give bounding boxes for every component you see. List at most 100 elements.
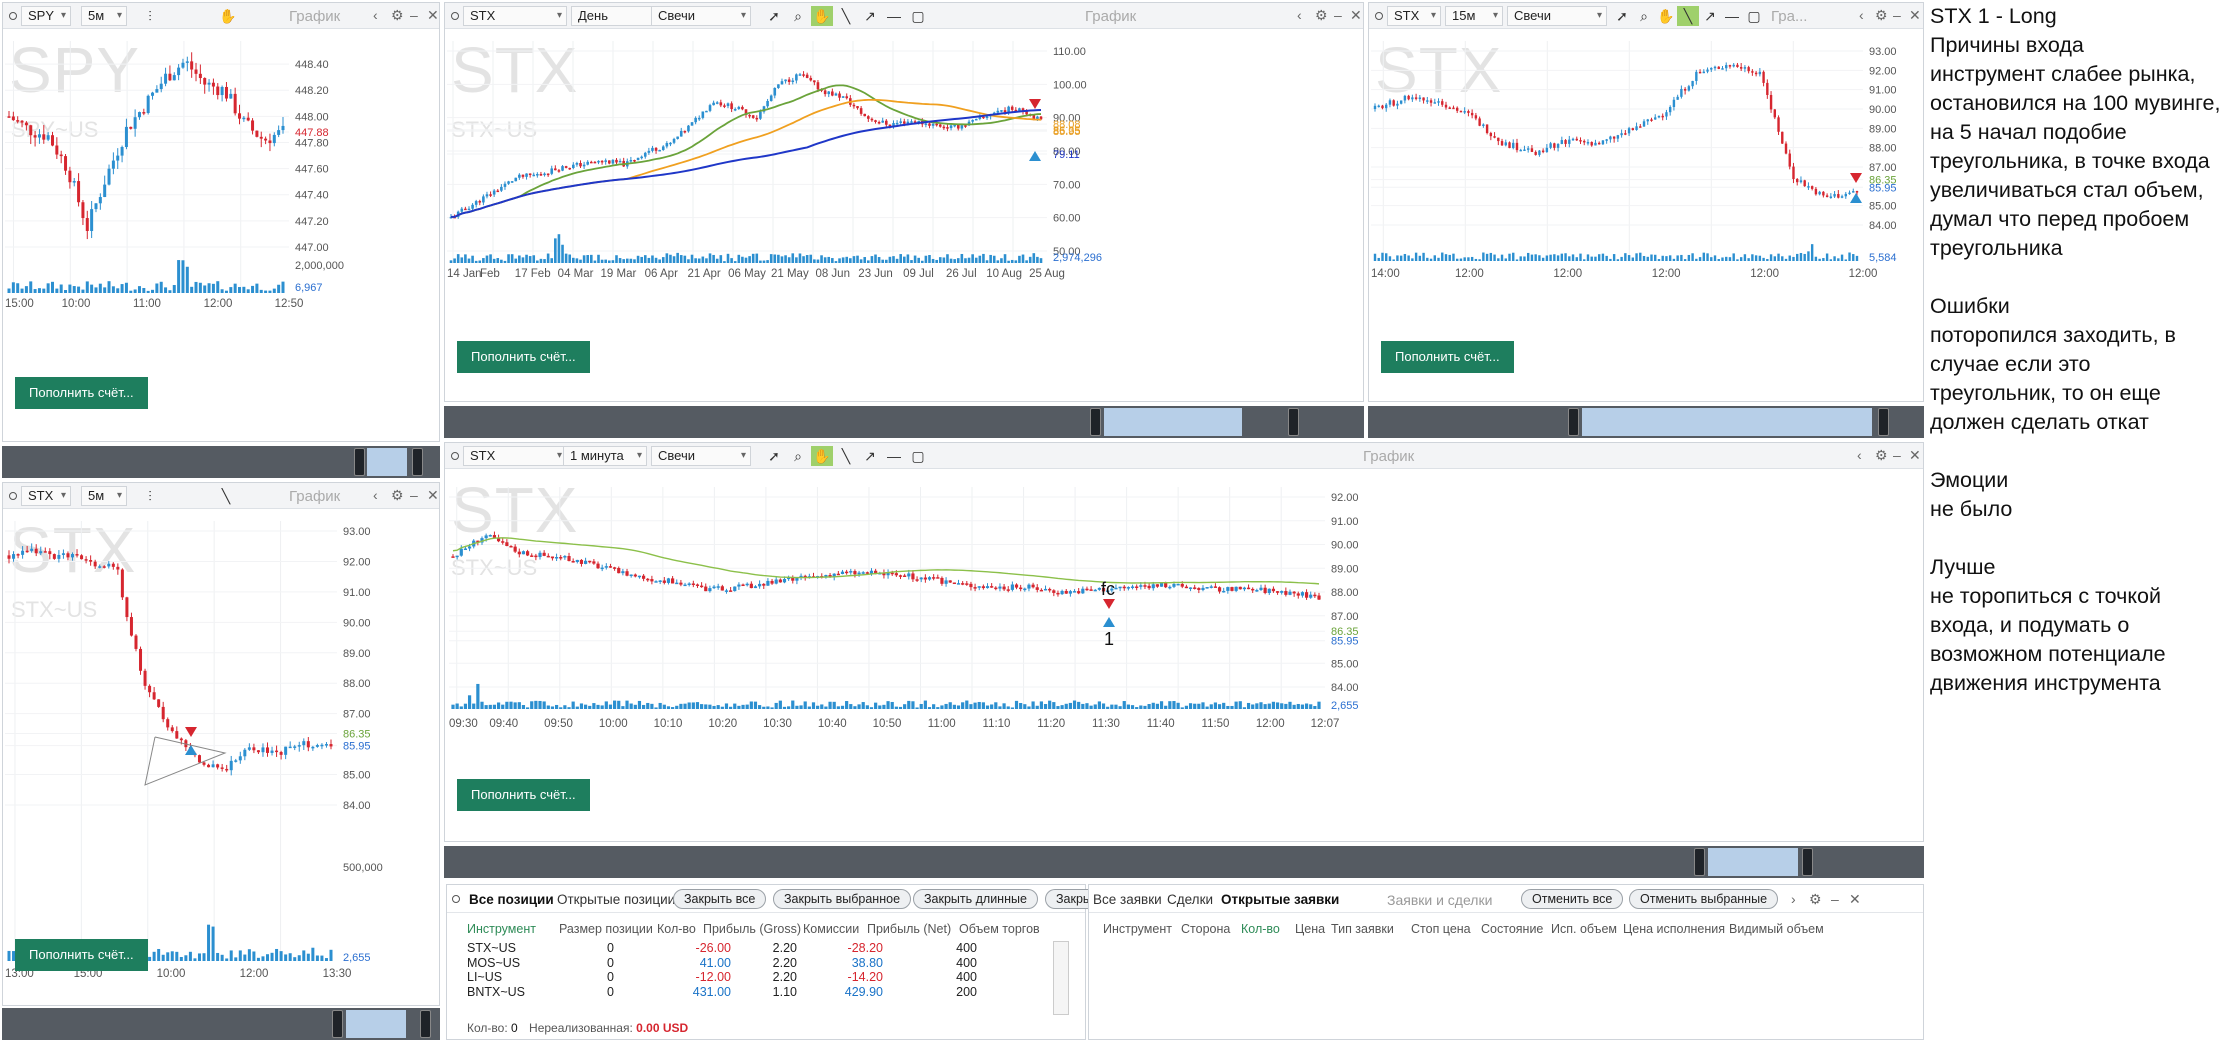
cursor-icon[interactable]: ➚ [768,448,780,464]
prev-icon[interactable]: ‹ [373,7,378,23]
tab-all-orders[interactable]: Все заявки [1093,892,1162,907]
close-icon[interactable]: ✕ [427,7,439,23]
prev-icon[interactable]: › [1791,891,1796,907]
settings-icon[interactable]: ⚙ [1875,447,1888,463]
table-row[interactable]: BNTX~US 0 431.00 1.10 429.90 200 [447,985,1047,1005]
close-icon[interactable]: ✕ [1909,7,1921,23]
close-icon[interactable]: ✕ [1350,7,1362,23]
settings-icon[interactable]: ⚙ [391,487,404,503]
hand-icon[interactable]: ✋ [811,446,833,466]
interval-select[interactable]: 5м [81,486,127,506]
hline-icon[interactable]: — [887,448,901,464]
hand-icon[interactable]: ✋ [1657,8,1675,24]
col-filled-volume[interactable]: Исп. объем [1551,922,1618,936]
table-row[interactable]: LI~US 0 -12.00 2.20 -14.20 400 [447,970,1047,990]
link-dot-icon[interactable] [9,12,17,20]
hline-icon[interactable]: — [1725,8,1739,24]
chart-panel-stx-daily[interactable]: STX День Свечи ➚ ⌕ ✋ ╲ ↗ — ▢ График ‹ ⚙ … [444,2,1364,402]
fund-account-button[interactable]: Пополнить счёт... [457,779,590,811]
link-dot-icon[interactable] [452,895,460,903]
symbol-select[interactable]: STX [463,446,567,466]
link-dot-icon[interactable] [9,492,17,500]
prev-icon[interactable]: ‹ [1297,7,1302,23]
cancel-selected-button[interactable]: Отменить выбранные [1629,889,1779,909]
scroll-handle-right[interactable] [412,448,423,476]
chart-type-select[interactable]: Свечи [651,446,751,466]
stx-daily-scrollbar[interactable] [444,406,1364,438]
tab-open-positions[interactable]: Открытые позиции [557,892,676,907]
chart-type-select[interactable]: Свечи [651,6,751,26]
scroll-handle-left[interactable] [1694,848,1705,876]
table-row[interactable]: MOS~US 0 41.00 2.20 38.80 400 [447,956,1047,976]
settings-icon[interactable]: ⚙ [391,7,404,23]
zoom-icon[interactable]: ⌕ [794,448,802,464]
hand-icon[interactable]: ✋ [219,8,237,24]
col-state[interactable]: Состояние [1481,922,1544,936]
spy-scrollbar[interactable] [2,446,440,478]
hand-icon[interactable]: ✋ [811,6,833,26]
symbol-select[interactable]: STX [463,6,567,26]
arrow-icon[interactable]: ↗ [864,448,876,464]
zoom-icon[interactable]: ⌕ [1640,8,1648,24]
rect-icon[interactable]: ▢ [911,448,925,464]
trendline-icon[interactable]: ╲ [1677,6,1699,26]
table-row[interactable]: STX~US 0 -26.00 2.20 -28.20 400 [447,941,1047,961]
chart-panel-stx-1m[interactable]: STX 1 минута Свечи ➚ ⌕ ✋ ╲ ↗ — ▢ График … [444,442,1924,842]
fund-account-button[interactable]: Пополнить счёт... [457,341,590,373]
col-side[interactable]: Сторона [1181,922,1231,936]
col-qty[interactable]: Кол-во [1241,922,1280,936]
candles-icon[interactable]: ⫶ [148,488,152,504]
scroll-handle-right[interactable] [420,1010,431,1038]
tab-trades[interactable]: Сделки [1167,892,1214,907]
trendline-icon[interactable]: ╲ [841,448,851,464]
scroll-handle-right[interactable] [1878,408,1889,436]
fund-account-button[interactable]: Пополнить счёт... [15,939,148,971]
scroll-handle-left[interactable] [1090,408,1101,436]
prev-icon[interactable]: ‹ [1859,7,1864,23]
minimize-icon[interactable]: – [410,487,418,503]
symbol-select[interactable]: SPY [21,6,71,26]
settings-icon[interactable]: ⚙ [1315,7,1328,23]
candles-icon[interactable]: ⫶ [148,8,152,24]
close-icon[interactable]: ✕ [1849,891,1861,907]
col-net[interactable]: Прибыль (Net) [867,922,952,936]
link-dot-icon[interactable] [451,452,459,460]
cursor-icon[interactable]: ➚ [768,8,780,24]
settings-icon[interactable]: ⚙ [1875,7,1888,23]
stx-5m-scrollbar[interactable] [2,1008,440,1040]
symbol-select[interactable]: STX [1387,6,1441,26]
scroll-handle-left[interactable] [332,1010,343,1038]
trendline-icon[interactable]: ╲ [221,488,231,504]
scroll-handle-right[interactable] [1288,408,1299,436]
close-long-button[interactable]: Закрыть длинные [913,889,1038,909]
col-order-type[interactable]: Тип заявки [1331,922,1394,936]
col-price[interactable]: Цена [1295,922,1326,936]
chart-panel-spy-5m[interactable]: SPY 5м ⫶ ✋ График ‹ ⚙ – ✕ SPY SPY~US 448… [2,2,440,442]
col-gross[interactable]: Прибыль (Gross) [703,922,802,936]
cursor-icon[interactable]: ➚ [1616,8,1628,24]
col-fill-price[interactable]: Цена исполнения [1623,922,1726,936]
link-dot-icon[interactable] [1375,12,1383,20]
chart-type-select[interactable]: Свечи [1507,6,1607,26]
fund-account-button[interactable]: Пополнить счёт... [15,377,148,409]
zoom-icon[interactable]: ⌕ [794,8,802,24]
col-position-size[interactable]: Размер позиции [559,922,653,936]
interval-select[interactable]: 5м [81,6,127,26]
close-icon[interactable]: ✕ [1909,447,1921,463]
tab-all-positions[interactable]: Все позиции [469,892,554,907]
scroll-handle-left[interactable] [354,448,365,476]
prev-icon[interactable]: ‹ [1857,447,1862,463]
symbol-select[interactable]: STX [21,486,71,506]
minimize-icon[interactable]: – [1334,7,1342,23]
interval-select[interactable]: 1 минута [563,446,647,466]
col-visible-volume[interactable]: Видимый объем [1729,922,1824,936]
minimize-icon[interactable]: – [1893,447,1901,463]
close-short-button[interactable]: Закры [1045,889,1102,909]
close-selected-button[interactable]: Закрыть выбранное [773,889,912,909]
hline-icon[interactable]: — [887,8,901,24]
close-icon[interactable]: ✕ [427,487,439,503]
cancel-all-button[interactable]: Отменить все [1521,889,1624,909]
tab-open-orders[interactable]: Открытые заявки [1221,892,1340,907]
chart-panel-stx-5m[interactable]: STX 5м ⫶ ╲ График ‹ ⚙ – ✕ STX STX~US 93.… [2,482,440,1006]
scroll-handle-left[interactable] [1568,408,1579,436]
